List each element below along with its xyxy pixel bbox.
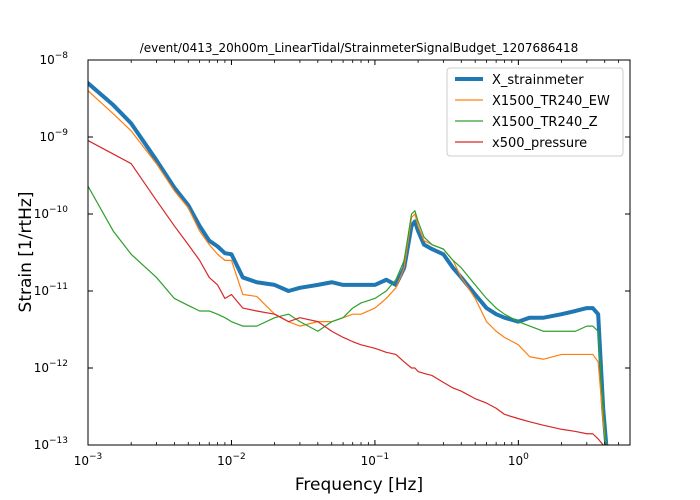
y-tick-label: 10−10 — [34, 205, 69, 221]
y-tick-label: 10−12 — [34, 359, 68, 375]
plot-frame — [87, 59, 631, 446]
chart-title: /event/0413_20h00m_LinearTidal/Strainmet… — [140, 41, 579, 55]
series-line-1 — [88, 81, 609, 445]
legend-label-4: x500_pressure — [492, 136, 587, 151]
x-tick-label: 10−2 — [217, 452, 246, 468]
y-tick-label: 10−8 — [39, 51, 68, 67]
series-line-3 — [88, 185, 607, 445]
x-tick-label: 10−1 — [361, 452, 390, 468]
series-layer — [88, 81, 609, 445]
legend-label-1: X_strainmeter — [492, 73, 584, 88]
major-ticks: 10−3 10−2 10−1 100 10−13 10−12 10−11 10−10 10−9 1… — [34, 51, 630, 468]
y-axis-label: Strain [1/rtHz] — [16, 192, 36, 313]
legend-label-2: X1500_TR240_EW — [492, 94, 610, 109]
series-line-2 — [88, 90, 607, 445]
legend-frame — [446, 67, 624, 157]
x-axis-label: Frequency [Hz] — [295, 475, 423, 495]
y-tick-label: 10−11 — [34, 282, 68, 298]
x-tick-label: 100 — [508, 452, 529, 468]
y-tick-label: 10−9 — [39, 128, 68, 144]
series-line-4 — [88, 139, 604, 445]
legend: X_strainmeter X1500_TR240_EW X1500_TR240_Z… — [446, 67, 624, 157]
y-tick-label: 10−13 — [34, 436, 68, 452]
legend-label-3: X1500_TR240_Z — [492, 115, 598, 130]
x-tick-label: 10−3 — [74, 452, 103, 468]
